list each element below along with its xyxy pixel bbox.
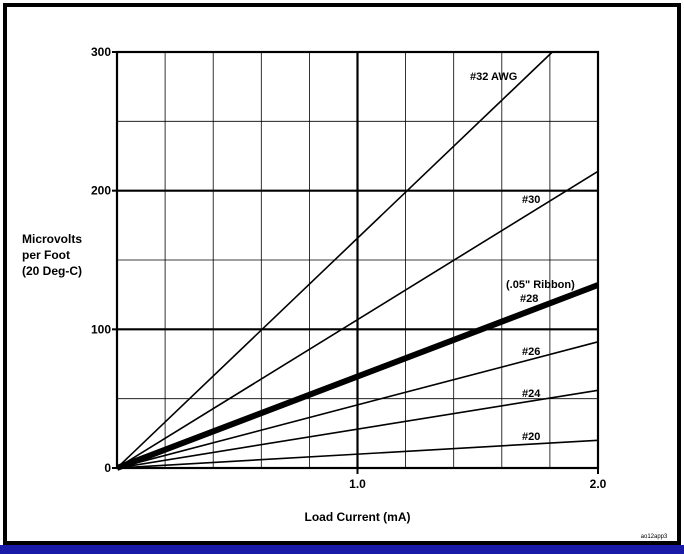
- frame-border: [3, 3, 681, 545]
- series-line: [116, 51, 553, 469]
- series-label: #20: [522, 431, 540, 443]
- x-tick-label: 2.0: [590, 477, 607, 491]
- series-line: [116, 389, 599, 469]
- series-line: [116, 439, 599, 469]
- y-tick-label: 100: [91, 322, 111, 336]
- series-line: [116, 341, 599, 469]
- series-line: [115, 282, 600, 471]
- corner-note: ao12app3: [641, 534, 668, 540]
- y-tick-label: 0: [104, 461, 111, 475]
- series-label: (.05" Ribbon): [506, 279, 575, 291]
- y-tick-label: 200: [91, 184, 111, 198]
- y-tick-label: 300: [91, 45, 111, 59]
- y-axis-title-line: per Foot: [22, 248, 70, 262]
- series-label: #28: [520, 293, 538, 305]
- series-label: #32 AWG: [470, 71, 517, 83]
- series-label: #30: [522, 194, 540, 206]
- bottom-bar: [0, 545, 684, 554]
- series-line: [116, 170, 599, 469]
- y-axis-title-line: Microvolts: [22, 232, 82, 246]
- x-axis-title: Load Current (mA): [305, 510, 411, 524]
- series-label: #26: [522, 346, 540, 358]
- x-tick-label: 1.0: [349, 477, 366, 491]
- y-axis-title-line: (20 Deg-C): [22, 264, 82, 278]
- series-label: #24: [522, 388, 541, 400]
